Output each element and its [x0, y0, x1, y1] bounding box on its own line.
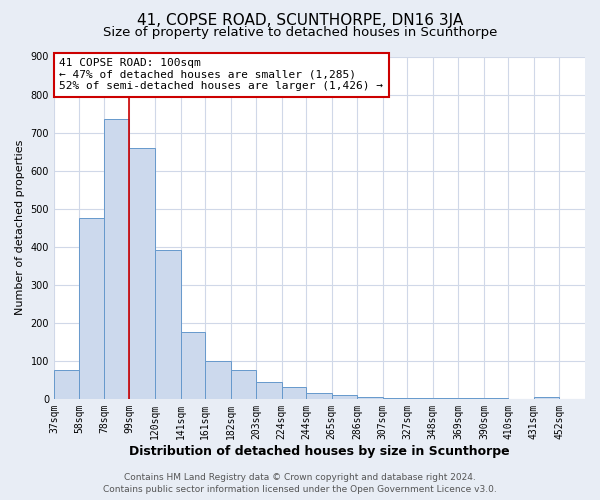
Bar [306, 393, 332, 399]
Bar [54, 370, 79, 399]
Text: Size of property relative to detached houses in Scunthorpe: Size of property relative to detached ho… [103, 26, 497, 39]
Bar [357, 397, 383, 399]
Y-axis label: Number of detached properties: Number of detached properties [15, 140, 25, 316]
Bar [79, 218, 104, 399]
Text: 41, COPSE ROAD, SCUNTHORPE, DN16 3JA: 41, COPSE ROAD, SCUNTHORPE, DN16 3JA [137, 12, 463, 28]
X-axis label: Distribution of detached houses by size in Scunthorpe: Distribution of detached houses by size … [129, 444, 510, 458]
Bar [256, 382, 281, 399]
Bar [205, 361, 230, 399]
Bar [130, 148, 155, 399]
Bar [458, 398, 484, 399]
Bar [332, 395, 357, 399]
Bar [104, 120, 130, 399]
Bar [181, 332, 205, 399]
Bar [281, 386, 306, 399]
Text: Contains HM Land Registry data © Crown copyright and database right 2024.
Contai: Contains HM Land Registry data © Crown c… [103, 472, 497, 494]
Text: 41 COPSE ROAD: 100sqm
← 47% of detached houses are smaller (1,285)
52% of semi-d: 41 COPSE ROAD: 100sqm ← 47% of detached … [59, 58, 383, 92]
Bar [383, 398, 407, 399]
Bar [534, 397, 559, 399]
Bar [230, 370, 256, 399]
Bar [407, 398, 433, 399]
Bar [155, 250, 181, 399]
Bar [433, 398, 458, 399]
